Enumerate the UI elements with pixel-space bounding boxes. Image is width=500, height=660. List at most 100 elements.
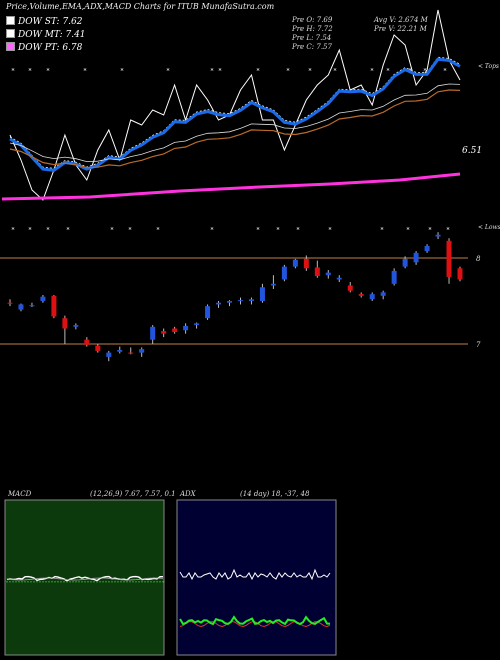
legend-dow-mt: DOW MT: 7.41 [6,29,86,40]
candle-40 [446,238,452,284]
legend-dow-pt: DOW PT: 6.78 [6,42,82,53]
candle-body [128,352,134,354]
legend-label-pt: DOW PT: 6.78 [18,43,83,53]
candle-38 [424,244,430,253]
candle-17 [194,322,200,329]
adx-label: ADX [180,490,196,498]
candle-body [194,323,200,326]
tops-label: < Tops [478,63,500,70]
candle-15 [172,326,178,334]
candle-9 [106,350,112,362]
avg-volume: Avg V: 2.674 M [374,16,428,24]
top-marker-5: * [167,68,170,75]
candle-body [402,258,408,267]
candle-body [172,328,178,332]
adx-panel [176,499,337,656]
low-marker-4: * [111,227,114,234]
ema-long-line [1,172,461,201]
candle-27 [303,255,309,271]
top-marker-4: * [121,68,124,75]
candle-body [237,300,243,302]
adx-lines [179,568,331,628]
candle-34 [380,290,386,300]
candle-13 [150,325,156,344]
candle-body [270,283,276,286]
pre-open: Pre O: 7.69 [292,16,333,24]
candle-22 [248,297,254,305]
macd-params: (12,26,9) 7.67, 7.57, 0.1 [90,490,176,498]
candle-37 [413,251,419,265]
legend-label-mt: DOW MT: 7.41 [18,30,86,40]
low-marker-0: * [12,227,15,234]
low-marker-15: * [447,227,450,234]
candle-body [303,258,309,269]
low-marker-2: * [47,227,50,234]
candle-body [435,234,441,237]
candle-8 [95,344,101,353]
candle-11 [128,347,134,355]
ema-white-line [9,83,461,163]
candle-body [259,287,265,301]
candle-body [117,350,123,352]
ema-price-label: 6.51 [462,146,483,156]
adx-green-line [179,615,331,626]
candle-body [358,294,364,296]
macd-label: MACD [8,490,32,498]
candle-body [424,245,430,252]
top-marker-8: * [257,68,260,75]
candle-31 [347,282,353,293]
candle-body [325,272,331,276]
candle-body [292,259,298,267]
ema-panel: * * * * * * * * * * * * * * * * * [1,9,461,201]
candle-24 [270,275,276,289]
candle-20 [227,300,233,307]
legend-swatch-mt [6,29,15,38]
legend-swatch-pt [6,42,15,51]
top-marker-2: * [47,68,50,75]
low-marker-7: * [211,227,214,234]
top-marker-0: * [12,68,15,75]
candle-1 [18,303,24,312]
pre-low: Pre L: 7.54 [292,34,332,42]
candle-3 [40,294,46,303]
lows-label: < Lows [478,224,500,231]
macd-lines [6,575,164,583]
candle-29 [325,270,331,279]
candle-body [40,296,46,301]
low-marker-10: * [297,227,300,234]
macd-line [6,575,163,582]
low-marker-3: * [67,227,70,234]
low-marker-1: * [29,227,32,234]
top-marker-10: * [309,68,312,75]
candle-body [314,267,320,277]
candle-30 [336,275,342,283]
macd-signal-line [6,577,164,581]
top-marker-13: * [387,68,390,75]
candle-25 [281,264,287,282]
candle-body [139,349,145,353]
candle-body [62,318,68,329]
low-marker-13: * [407,227,410,234]
top-marker-1: * [29,68,32,75]
candle-0 [7,299,13,307]
candle-body [216,302,222,305]
candle-5 [62,315,68,344]
candle-12 [139,347,145,357]
page-title: Price,Volume,EMA,ADX,MACD Charts for ITU… [6,2,275,11]
candle-body [227,301,233,303]
candle-body [106,352,112,357]
candle-body [391,270,397,284]
low-marker-11: * [329,227,332,234]
candle-body [29,305,35,307]
pre-close: Pre C: 7.57 [292,43,332,51]
candle-36 [402,256,408,269]
candle-14 [161,328,167,338]
top-marker-16: * [444,68,447,75]
candle-7 [84,337,90,347]
top-marker-3: * [84,68,87,75]
candle-body [18,304,24,310]
legend-swatch-st [6,16,15,25]
level-lower-label: 7 [476,341,481,349]
adx-white-line [179,568,331,581]
candle-body [281,266,287,280]
